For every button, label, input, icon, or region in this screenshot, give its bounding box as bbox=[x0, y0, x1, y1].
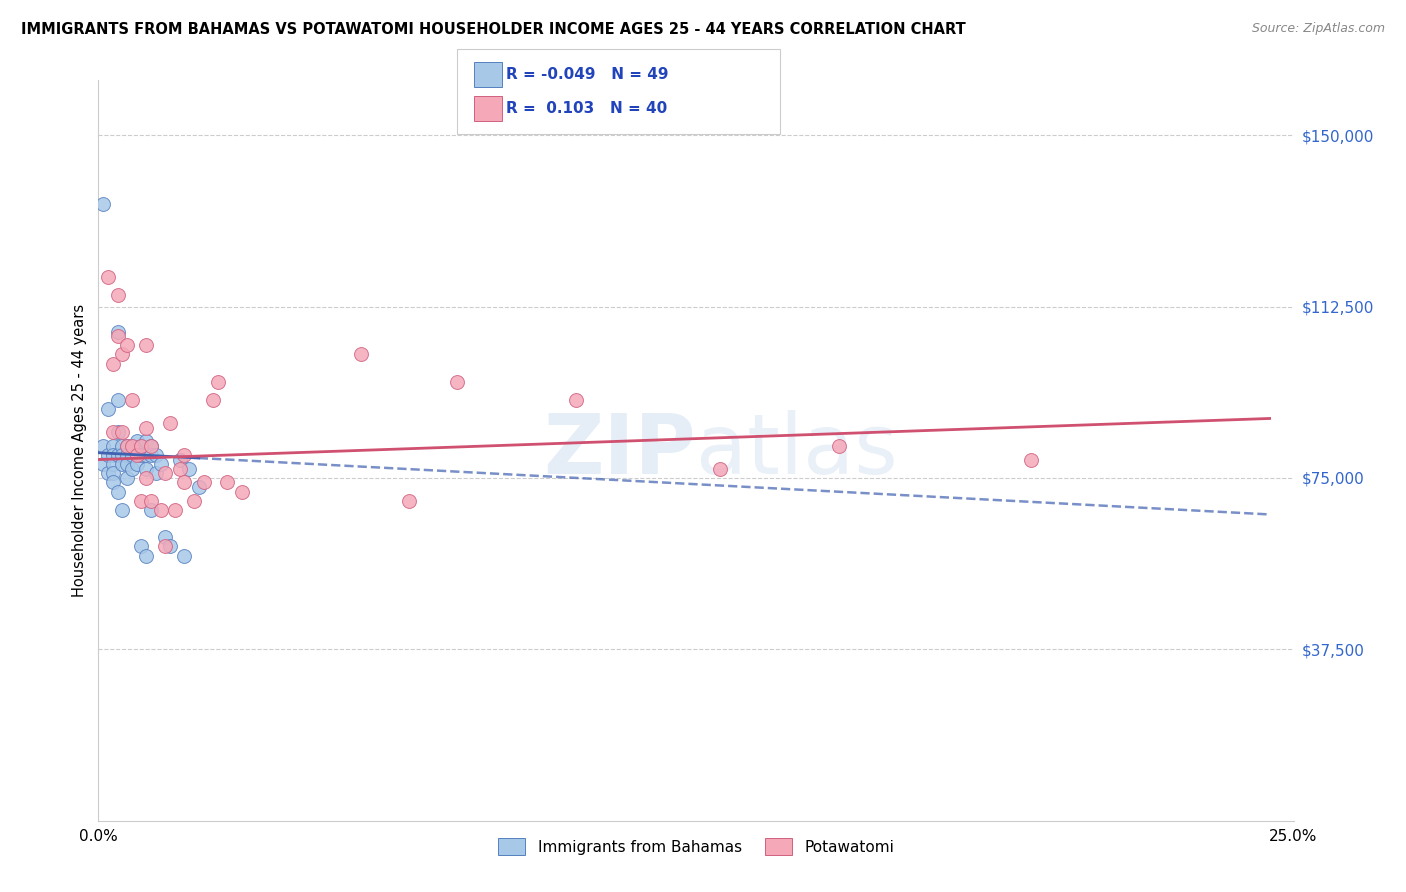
Point bbox=[107, 448, 129, 462]
Point bbox=[135, 338, 157, 352]
Point bbox=[107, 325, 129, 339]
Text: IMMIGRANTS FROM BAHAMAS VS POTAWATOMI HOUSEHOLDER INCOME AGES 25 - 44 YEARS CORR: IMMIGRANTS FROM BAHAMAS VS POTAWATOMI HO… bbox=[21, 22, 966, 37]
Point bbox=[107, 425, 129, 440]
Point bbox=[101, 475, 124, 490]
Point bbox=[159, 540, 181, 554]
Point bbox=[115, 457, 138, 471]
Point bbox=[121, 439, 143, 453]
Point bbox=[107, 484, 129, 499]
Point bbox=[169, 461, 191, 475]
Point bbox=[115, 448, 138, 462]
Point bbox=[97, 467, 120, 481]
Point bbox=[139, 448, 162, 462]
Point bbox=[97, 269, 120, 284]
Point bbox=[101, 457, 124, 471]
Point bbox=[97, 402, 120, 417]
Point bbox=[107, 329, 129, 343]
Point bbox=[101, 467, 124, 481]
Point bbox=[115, 439, 138, 453]
Point bbox=[91, 196, 114, 211]
Point bbox=[111, 457, 134, 471]
Point bbox=[135, 434, 157, 449]
Point bbox=[231, 484, 253, 499]
Point bbox=[125, 434, 148, 449]
Legend: Immigrants from Bahamas, Potawatomi: Immigrants from Bahamas, Potawatomi bbox=[492, 832, 900, 861]
Point bbox=[135, 471, 157, 485]
Point bbox=[101, 448, 124, 462]
Text: Source: ZipAtlas.com: Source: ZipAtlas.com bbox=[1251, 22, 1385, 36]
Point bbox=[159, 416, 181, 430]
Point bbox=[91, 457, 114, 471]
Point bbox=[115, 471, 138, 485]
Point bbox=[202, 393, 225, 408]
Point bbox=[135, 549, 157, 563]
Point bbox=[135, 461, 157, 475]
Point bbox=[101, 357, 124, 371]
Point bbox=[111, 503, 134, 517]
Point bbox=[97, 448, 120, 462]
Point bbox=[131, 540, 153, 554]
Point bbox=[139, 503, 162, 517]
Point bbox=[173, 549, 195, 563]
Point bbox=[139, 439, 162, 453]
Point bbox=[207, 375, 229, 389]
Point bbox=[446, 375, 468, 389]
Point bbox=[217, 475, 239, 490]
Point bbox=[149, 503, 172, 517]
Point bbox=[111, 439, 134, 453]
Point bbox=[163, 503, 186, 517]
Point bbox=[115, 439, 138, 453]
Text: atlas: atlas bbox=[696, 410, 897, 491]
Y-axis label: Householder Income Ages 25 - 44 years: Householder Income Ages 25 - 44 years bbox=[72, 304, 87, 597]
Point bbox=[145, 448, 167, 462]
Point bbox=[155, 540, 177, 554]
Point bbox=[125, 457, 148, 471]
Point bbox=[135, 420, 157, 434]
Point bbox=[121, 393, 143, 408]
Point bbox=[155, 530, 177, 544]
Point bbox=[111, 347, 134, 361]
Point bbox=[131, 439, 153, 453]
Point bbox=[111, 425, 134, 440]
Point bbox=[145, 467, 167, 481]
Point bbox=[107, 393, 129, 408]
Point bbox=[709, 461, 731, 475]
Point bbox=[183, 493, 205, 508]
Point bbox=[173, 475, 195, 490]
Point bbox=[139, 493, 162, 508]
Point bbox=[115, 338, 138, 352]
Point bbox=[179, 461, 201, 475]
Point bbox=[121, 448, 143, 462]
Point bbox=[1019, 452, 1042, 467]
Point bbox=[101, 439, 124, 453]
Point bbox=[135, 448, 157, 462]
Point bbox=[155, 467, 177, 481]
Point bbox=[107, 288, 129, 302]
Point bbox=[398, 493, 420, 508]
Text: ZIP: ZIP bbox=[544, 410, 696, 491]
Point bbox=[173, 448, 195, 462]
Point bbox=[125, 448, 148, 462]
Text: R = -0.049   N = 49: R = -0.049 N = 49 bbox=[506, 68, 669, 82]
Point bbox=[565, 393, 588, 408]
Point bbox=[131, 493, 153, 508]
Text: R =  0.103   N = 40: R = 0.103 N = 40 bbox=[506, 102, 668, 116]
Point bbox=[187, 480, 209, 494]
Point bbox=[169, 452, 191, 467]
Point bbox=[121, 461, 143, 475]
Point bbox=[139, 439, 162, 453]
Point bbox=[131, 439, 153, 453]
Point bbox=[131, 448, 153, 462]
Point bbox=[111, 448, 134, 462]
Point bbox=[350, 347, 373, 361]
Point bbox=[121, 439, 143, 453]
Point bbox=[828, 439, 851, 453]
Point bbox=[193, 475, 215, 490]
Point bbox=[101, 425, 124, 440]
Point bbox=[149, 457, 172, 471]
Point bbox=[91, 439, 114, 453]
Point bbox=[125, 448, 148, 462]
